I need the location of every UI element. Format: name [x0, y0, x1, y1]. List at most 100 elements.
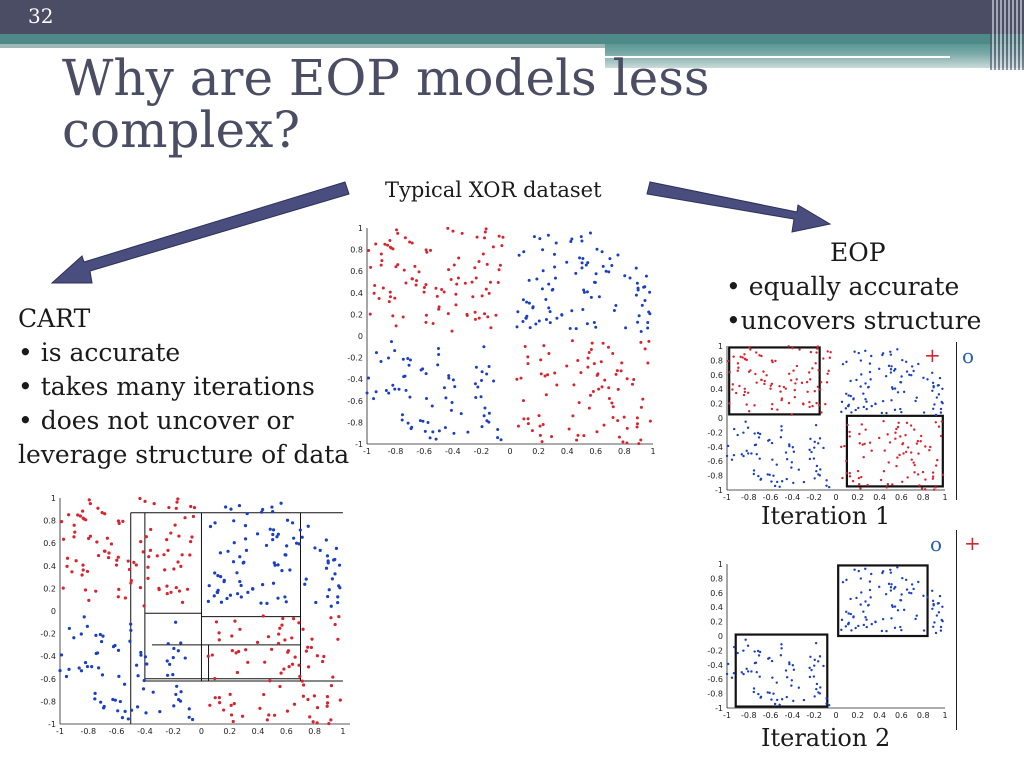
data-point-blue [213, 521, 217, 525]
data-point-red [165, 592, 169, 596]
data-point-red [895, 427, 898, 431]
data-point-blue [746, 452, 750, 455]
data-point-red [67, 513, 71, 517]
iteration-2-separator [956, 530, 957, 730]
data-point-blue [889, 568, 892, 571]
data-point-blue [600, 250, 604, 254]
data-point-blue [866, 386, 870, 389]
data-point-red [760, 354, 763, 358]
data-point-red [380, 259, 384, 263]
data-point-blue [400, 413, 404, 417]
y-tick-label: 0.2 [710, 618, 723, 627]
data-point-red [589, 393, 593, 397]
data-point-red [429, 248, 433, 252]
data-point-blue [815, 682, 819, 686]
data-point-red [88, 501, 92, 506]
data-point-blue [817, 691, 820, 694]
data-point-blue [547, 306, 551, 310]
data-point-blue [758, 650, 762, 654]
data-point-red [857, 483, 861, 486]
data-point-blue [890, 604, 894, 607]
data-point-red [258, 706, 262, 710]
data-point-blue [333, 557, 337, 562]
data-point-blue [788, 444, 791, 448]
data-point-red [391, 247, 395, 251]
data-point-red [470, 280, 474, 284]
data-point-blue [517, 253, 521, 257]
data-point-blue [905, 370, 909, 373]
data-point-blue [813, 446, 816, 449]
data-point-blue [582, 290, 586, 294]
data-point-blue [864, 616, 867, 619]
data-point-blue [862, 623, 865, 627]
data-point-blue [922, 376, 925, 380]
data-point-red [770, 382, 774, 385]
data-point-red [228, 692, 232, 696]
data-point-red [883, 449, 886, 452]
data-point-blue [900, 410, 903, 414]
data-point-blue [770, 441, 774, 445]
data-point-blue [755, 453, 758, 456]
data-point-blue [890, 583, 893, 586]
data-point-blue [910, 365, 914, 368]
data-point-blue [730, 458, 734, 461]
data-point-red [745, 358, 748, 362]
data-point-red [451, 229, 455, 233]
data-point-red [282, 667, 286, 671]
data-point-red [425, 250, 429, 254]
data-point-red [162, 553, 166, 557]
data-point-red [778, 384, 781, 388]
data-point-blue [915, 396, 918, 399]
data-point-red [147, 555, 151, 559]
data-point-blue [643, 285, 647, 289]
data-point-blue [860, 373, 863, 376]
data-point-red [924, 478, 927, 481]
data-point-red [806, 390, 809, 394]
data-point-red [526, 417, 530, 421]
data-point-red [96, 506, 100, 510]
data-point-blue [111, 645, 116, 649]
data-point-red [481, 252, 485, 256]
data-point-blue [187, 715, 191, 719]
y-tick-label: -0.6 [347, 397, 363, 406]
data-point-blue [780, 698, 784, 701]
data-point-red [88, 534, 93, 538]
data-point-blue [742, 672, 745, 676]
data-point-blue [93, 691, 97, 695]
data-point-blue [905, 588, 909, 591]
data-point-red [327, 721, 331, 726]
data-point-red [639, 438, 643, 442]
data-point-red [630, 382, 634, 386]
data-point-blue [255, 532, 260, 536]
data-point-red [401, 315, 405, 319]
data-point-blue [95, 651, 100, 655]
data-point-blue [640, 303, 644, 307]
eop-bullet-accurate: • equally accurate [726, 272, 960, 301]
data-point-blue [785, 477, 788, 481]
x-tick-label: -0.4 [137, 727, 153, 736]
data-point-red [497, 268, 501, 272]
data-point-blue [758, 432, 762, 436]
data-point-blue [259, 601, 263, 605]
data-point-red [906, 476, 909, 479]
data-point-red [915, 442, 919, 445]
data-point-blue [744, 420, 747, 423]
data-point-red [117, 521, 121, 525]
data-point-red [460, 231, 464, 235]
data-point-red [738, 384, 741, 388]
data-point-red [754, 372, 757, 376]
data-point-blue [859, 603, 862, 606]
data-point-blue [540, 287, 544, 291]
data-point-blue [279, 501, 283, 505]
header-bar [0, 0, 1024, 34]
data-point-red [620, 361, 624, 365]
iteration-2-o-sign: o [930, 532, 943, 556]
data-point-blue [607, 270, 611, 274]
data-point-blue [817, 442, 820, 445]
data-point-blue [758, 675, 761, 678]
data-point-blue [745, 667, 748, 671]
data-point-blue [894, 367, 897, 371]
data-point-blue [569, 239, 573, 243]
data-point-red [886, 433, 889, 436]
data-point-blue [165, 673, 170, 677]
